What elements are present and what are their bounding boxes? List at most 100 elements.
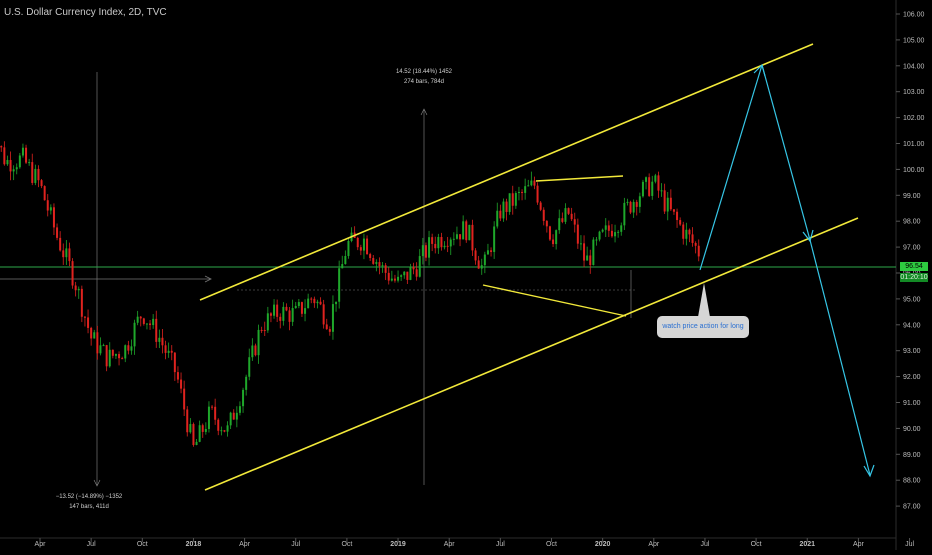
candle-body — [400, 275, 403, 277]
candle-body — [6, 159, 9, 165]
candle-body — [406, 271, 409, 280]
candle-body — [25, 147, 28, 163]
candle-body — [99, 345, 102, 354]
candle-body — [155, 318, 158, 342]
candle-body — [654, 175, 657, 182]
candle-body — [161, 337, 164, 346]
candle-body — [304, 308, 307, 314]
candle-body — [335, 301, 338, 305]
chart-title: U.S. Dollar Currency Index, 2D, TVC — [4, 7, 167, 18]
candle-body — [641, 181, 644, 197]
candle-body — [524, 186, 527, 193]
candle-body — [490, 250, 493, 252]
candle-body — [387, 272, 390, 281]
candle-body — [514, 192, 517, 206]
candle-body — [180, 379, 183, 389]
candle-body — [229, 412, 232, 426]
candle-body — [273, 304, 276, 316]
candle-body — [366, 238, 369, 255]
measure-label-1-line2: 147 bars, 411d — [69, 504, 109, 510]
triangle-lower-line — [482, 284, 627, 317]
candle-body — [90, 327, 93, 339]
price-tick-label: 104.00 — [903, 63, 925, 70]
candle-body — [533, 180, 536, 186]
candle-body — [257, 329, 260, 356]
time-tick-label: Apr — [648, 541, 660, 548]
candle-body — [34, 168, 37, 183]
candle-body — [43, 186, 46, 201]
candle-body — [626, 201, 629, 203]
candle-body — [545, 220, 548, 227]
price-tick-label: 101.00 — [903, 141, 925, 148]
callout-note[interactable]: watch price action for long — [657, 316, 749, 338]
candle-body — [232, 412, 235, 420]
candle-body — [362, 238, 365, 251]
candle-body — [331, 304, 334, 332]
price-tick-label: 99.00 — [903, 193, 921, 200]
price-tick-label: 105.00 — [903, 37, 925, 44]
measure-label-2-line2: 274 bars, 784d — [403, 79, 445, 85]
candle-body — [214, 406, 217, 420]
time-tick-label: Jul — [87, 541, 96, 548]
candle-body — [96, 332, 99, 354]
candle-body — [52, 207, 55, 228]
candle-body — [521, 191, 524, 193]
time-tick-label: Oct — [751, 541, 762, 548]
candle-body — [176, 372, 179, 380]
candle-body — [418, 256, 421, 277]
candle-body — [139, 316, 142, 319]
candle-body — [607, 225, 610, 231]
drawings — [199, 43, 875, 491]
candle-body — [465, 221, 468, 241]
candle-body — [245, 376, 248, 390]
candle-body — [173, 352, 176, 373]
price-tick-label: 95.00 — [903, 296, 921, 303]
candle-body — [111, 349, 114, 356]
candle-body — [145, 323, 148, 325]
candle-body — [65, 248, 68, 258]
price-tick-label: 93.00 — [903, 348, 921, 355]
candle-body — [459, 234, 462, 240]
candle-body — [669, 197, 672, 210]
candle-body — [71, 261, 74, 286]
price-tick-label: 91.00 — [903, 400, 921, 407]
candle-body — [127, 345, 130, 351]
candle-body — [291, 308, 294, 322]
candle-body — [3, 147, 6, 165]
candle-body — [412, 266, 415, 270]
candle-body — [142, 318, 145, 324]
candles — [0, 141, 700, 447]
candle-body — [443, 245, 446, 248]
candle-body — [325, 324, 328, 330]
candle-body — [620, 225, 623, 232]
candle-body — [149, 323, 152, 326]
candle-body — [235, 412, 238, 420]
candle-body — [663, 190, 666, 212]
measure-arrow-1 — [93, 479, 101, 487]
candle-body — [164, 345, 167, 353]
candle-body — [170, 350, 173, 353]
candle-body — [347, 240, 350, 257]
candle-body — [601, 229, 604, 232]
candle-body — [499, 210, 502, 219]
candle-body — [102, 345, 105, 347]
candle-body — [449, 239, 452, 247]
candle-body — [28, 162, 31, 164]
projection-arrowhead-down-2 — [863, 464, 875, 478]
candle-body — [0, 146, 3, 148]
candle-body — [121, 358, 124, 360]
measure-label-1: −13.52 (−14.89%) −1352 147 bars, 411d — [50, 494, 128, 510]
candle-body — [59, 237, 62, 251]
candle-body — [269, 313, 272, 316]
candle-body — [679, 220, 682, 225]
price-tick-label: 106.00 — [903, 12, 925, 19]
candle-body — [623, 202, 626, 226]
candle-body — [217, 419, 220, 431]
candle-body — [93, 332, 96, 339]
channel-lower-line — [204, 217, 859, 491]
candle-body — [49, 207, 52, 211]
time-tick-label: Jul — [905, 541, 914, 548]
